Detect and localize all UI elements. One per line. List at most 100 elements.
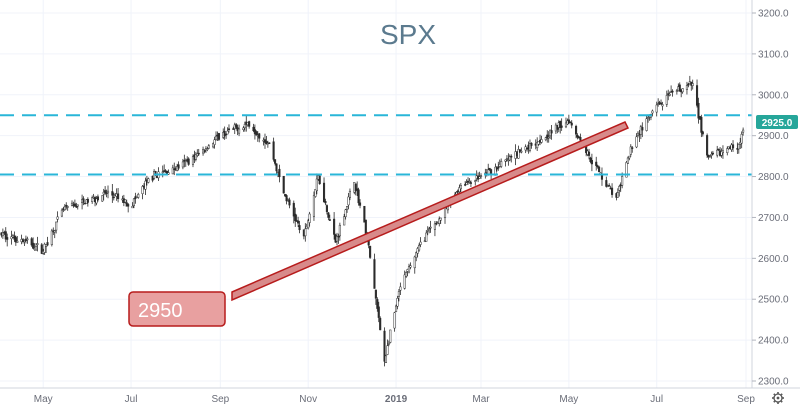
candle-body: [668, 93, 671, 96]
candle-body: [70, 202, 74, 206]
candle-body: [292, 202, 295, 217]
candles: [0, 75, 745, 367]
candle-body: [611, 187, 614, 195]
candle-body: [700, 116, 703, 133]
candle-body: [575, 126, 578, 135]
candle-body: [137, 194, 140, 198]
chart-title: SPX: [380, 19, 436, 50]
candle-body: [75, 205, 78, 208]
candle-body: [458, 187, 461, 193]
candle-body: [131, 205, 134, 209]
callout-box: [128, 291, 226, 327]
gear-icon[interactable]: [772, 392, 784, 404]
candle-body: [665, 95, 668, 105]
candle-body: [338, 224, 341, 237]
x-tick-label: 2019: [385, 394, 408, 405]
candle-body: [740, 133, 743, 144]
candle-body: [124, 199, 127, 203]
candle-body: [465, 182, 468, 185]
candle-body: [23, 240, 26, 242]
candle-body: [510, 155, 513, 158]
price-axis: 3200.0 3100.0 3000.0 2900.0 2800.0 2700.0 2600…: [752, 9, 789, 388]
candle-body: [354, 183, 357, 192]
candle-body: [596, 165, 599, 168]
candle-body: [1, 232, 4, 237]
candle-body: [196, 153, 199, 156]
candle-body: [379, 317, 382, 331]
candle-body: [203, 150, 206, 152]
candle-body: [598, 166, 601, 173]
candle-body: [30, 238, 33, 246]
candle-body: [569, 121, 572, 124]
candle-body: [335, 236, 339, 242]
candle-body: [328, 219, 331, 221]
candle-body: [547, 136, 550, 139]
last-price-badge-bg: [756, 115, 798, 129]
candle-body: [324, 201, 327, 204]
candle-body: [191, 156, 195, 165]
candle-body: [425, 232, 428, 242]
candle-body: [252, 126, 255, 132]
candle-body: [347, 196, 350, 206]
candle-body: [282, 175, 285, 194]
candle-body: [536, 141, 539, 149]
candle-body: [429, 226, 432, 229]
trendline-wedge: [231, 121, 630, 302]
candle-body: [343, 216, 346, 226]
candle-body: [346, 206, 349, 210]
candle-body: [625, 162, 628, 178]
candle-body: [409, 265, 412, 268]
candle-body: [181, 161, 184, 168]
x-tick-label: Sep: [737, 394, 755, 405]
candle-body: [405, 272, 408, 277]
candle-body: [369, 245, 372, 258]
candle-body: [560, 125, 563, 128]
candle-body: [618, 186, 621, 191]
candle-body: [238, 128, 241, 134]
candle-body: [433, 223, 436, 230]
candle-body: [161, 171, 164, 174]
y-tick-label: 2600.0: [758, 254, 789, 265]
candle-body: [419, 241, 422, 245]
candle-body: [356, 188, 359, 191]
candle-body: [197, 152, 200, 155]
candle-body: [399, 286, 402, 291]
candle-body: [540, 139, 543, 143]
candle-body: [318, 175, 321, 185]
candle-body: [348, 190, 352, 198]
candle-body: [559, 121, 562, 128]
candle-body: [389, 329, 392, 343]
candle-body: [363, 205, 366, 223]
candle-body: [73, 203, 76, 207]
candle-body: [495, 167, 498, 170]
y-tick-label: 2800.0: [758, 172, 789, 183]
candle-body: [294, 213, 297, 222]
candle-body: [701, 131, 704, 135]
candle-body: [716, 149, 719, 156]
x-tick-label: Jul: [125, 394, 138, 405]
candle-body: [144, 180, 147, 190]
candle-body: [194, 154, 197, 160]
candle-body: [55, 221, 58, 231]
candle-body: [661, 104, 664, 107]
candle-body: [418, 245, 421, 251]
candle-body: [687, 83, 690, 86]
candle-body: [322, 182, 326, 203]
callout: 2950: [128, 291, 226, 327]
candle-body: [469, 182, 472, 184]
candle-body: [488, 167, 491, 171]
candle-body: [605, 180, 608, 187]
candle-body: [651, 110, 654, 114]
candle-body: [364, 219, 367, 235]
candle-body: [213, 139, 216, 145]
candle-body: [570, 122, 573, 126]
candle-body: [65, 204, 68, 207]
candle-body: [274, 159, 277, 164]
candle-body: [376, 299, 379, 309]
candle-body: [242, 127, 245, 130]
x-tick-label: Jul: [650, 394, 663, 405]
candle-body: [550, 130, 553, 134]
candle-body: [53, 230, 56, 233]
candle-body: [631, 147, 634, 149]
candle-body: [629, 146, 632, 155]
